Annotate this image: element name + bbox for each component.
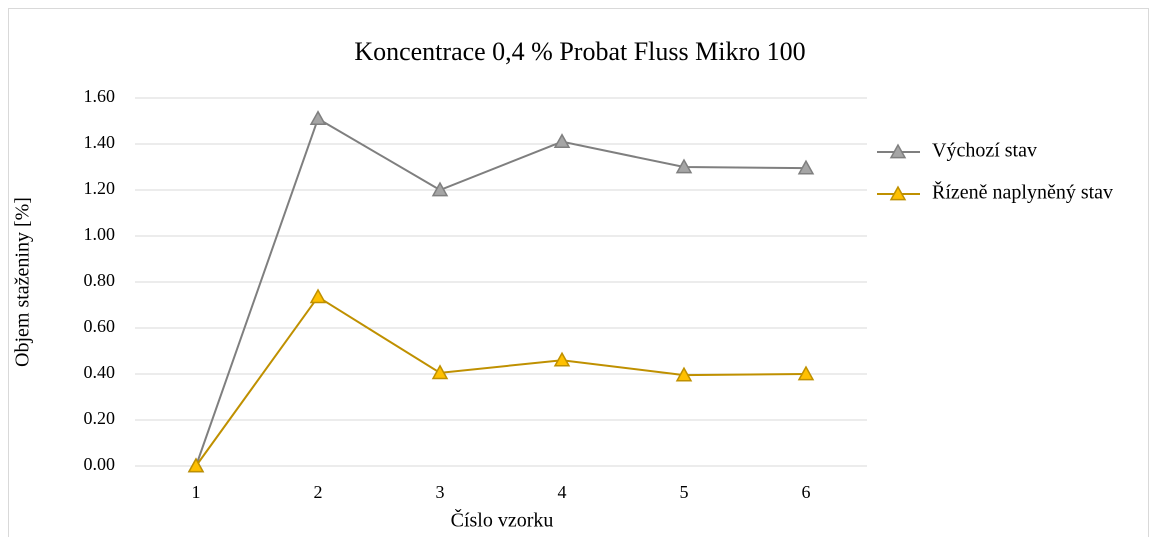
point-marker (553, 351, 571, 367)
y-tick-label: 0.60 (84, 316, 116, 336)
point-marker (431, 181, 449, 197)
y-tick-label: 0.20 (84, 408, 116, 428)
x-tick-label: 1 (192, 482, 201, 502)
point-marker (797, 365, 815, 381)
x-axis-label: Číslo vzorku (451, 508, 554, 532)
y-tick-label: 0.40 (84, 362, 116, 382)
x-tick-label: 6 (802, 482, 811, 502)
chart-frame (8, 8, 1149, 537)
point-marker (309, 288, 327, 304)
y-tick-label: 1.20 (84, 178, 116, 198)
point-marker (431, 364, 449, 380)
x-tick-label: 5 (680, 482, 689, 502)
y-tick-label: 1.00 (84, 224, 116, 244)
legend-label: Řízeně naplyněný stav (932, 181, 1113, 204)
x-tick-label: 4 (558, 482, 567, 502)
y-tick-label: 0.00 (84, 454, 116, 474)
y-axis-label: Objem staženiny [%] (12, 197, 34, 367)
legend-marker (889, 143, 907, 159)
x-tick-label: 3 (436, 482, 445, 502)
legend-label: Výchozí stav (932, 140, 1037, 162)
series-line (195, 117, 807, 467)
point-marker (797, 159, 815, 175)
series-line (195, 295, 807, 467)
point-marker (553, 133, 571, 149)
legend-marker (889, 185, 907, 201)
point-marker (187, 457, 205, 473)
y-tick-label: 0.80 (84, 270, 116, 290)
y-tick-label: 1.60 (84, 86, 116, 106)
point-marker (675, 158, 693, 174)
point-marker (309, 110, 327, 126)
chart-title: Koncentrace 0,4 % Probat Fluss Mikro 100 (354, 37, 805, 66)
x-tick-label: 2 (314, 482, 323, 502)
point-marker (675, 366, 693, 382)
y-tick-label: 1.40 (84, 132, 116, 152)
